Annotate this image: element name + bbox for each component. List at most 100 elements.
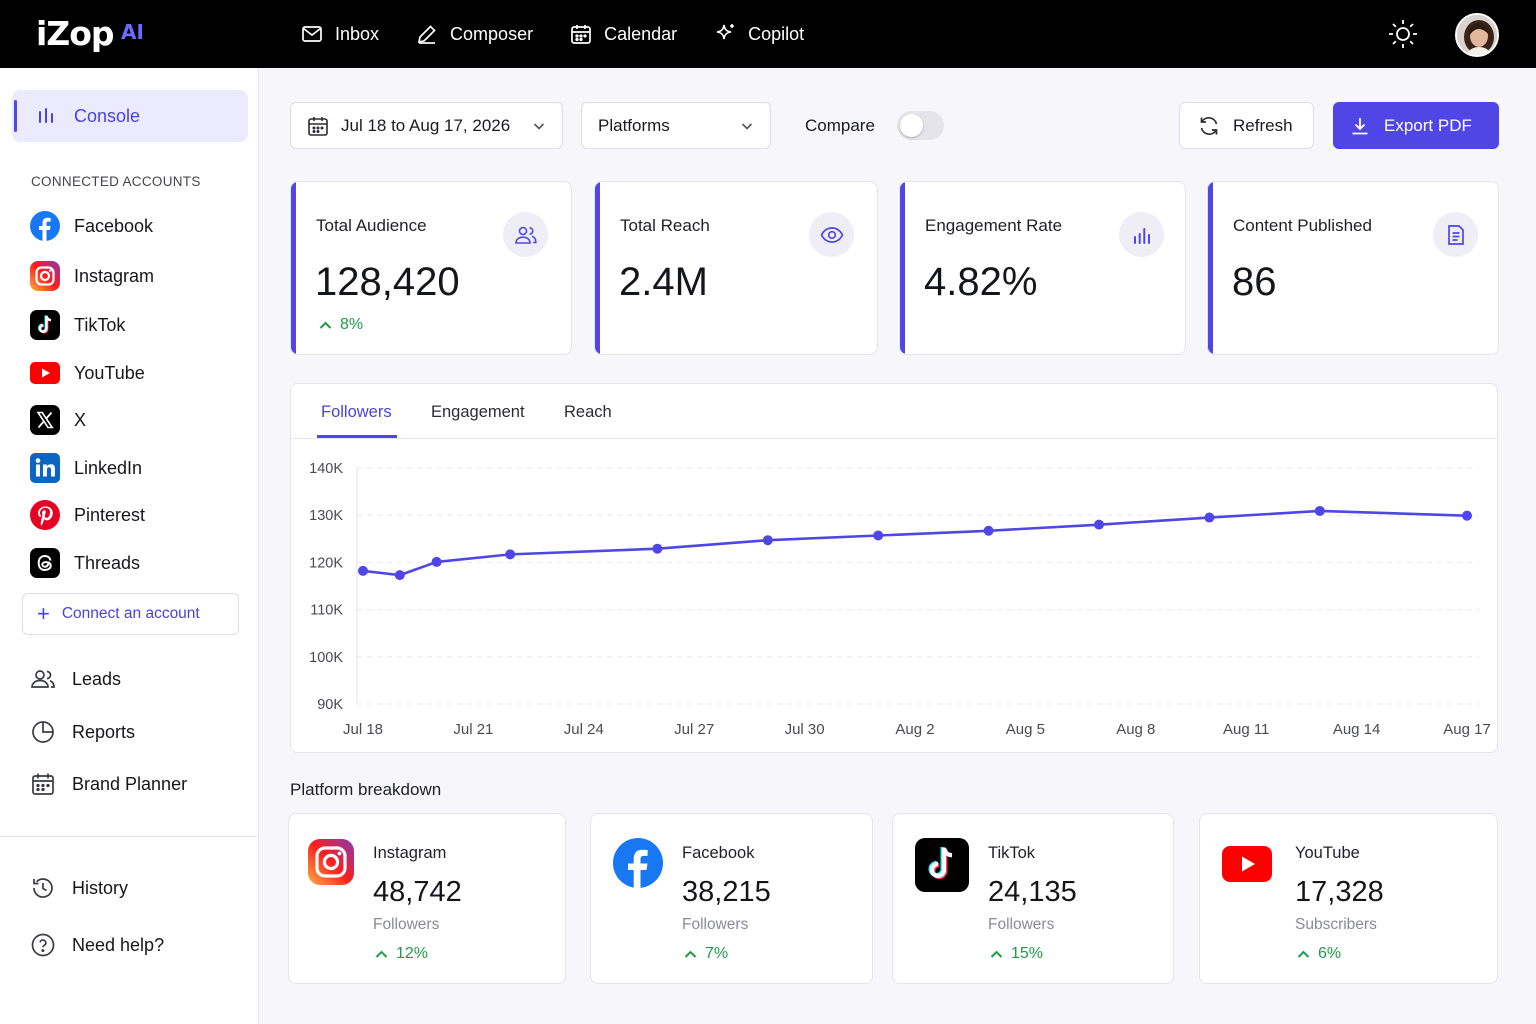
theme-toggle-sun-icon[interactable] (1386, 17, 1420, 51)
refresh-button[interactable]: Refresh (1179, 102, 1314, 149)
calendar-icon (571, 25, 591, 44)
platform-unit: Subscribers (1295, 916, 1377, 933)
account-youtube-label: YouTube (74, 362, 145, 383)
instagram-icon (308, 839, 354, 885)
account-tiktok-label: TikTok (74, 314, 126, 335)
compare-toggle[interactable] (897, 111, 944, 140)
platform-delta: 6% (1297, 945, 1341, 963)
platform-value: 48,742 (373, 876, 462, 908)
platform-unit: Followers (373, 916, 440, 933)
data-point (1204, 512, 1215, 523)
mail-icon (302, 26, 322, 42)
tiktok-icon (915, 838, 969, 892)
stat-delta: 8% (319, 316, 363, 334)
platform-unit: Followers (988, 916, 1055, 933)
pie-chart-icon (32, 721, 54, 743)
x-tick-label: Aug 17 (1443, 721, 1491, 738)
console-bars-icon (39, 108, 53, 123)
youtube-icon (30, 362, 60, 384)
sidebar-item-reports[interactable]: Reports (30, 719, 135, 745)
platform-card-instagram[interactable]: Instagram 48,742 Followers 12% (288, 813, 566, 984)
nav-calendar-label: Calendar (604, 23, 678, 44)
connect-account-button[interactable]: + Connect an account (22, 593, 239, 635)
youtube-icon (1222, 846, 1272, 882)
sidebar-item-brand-planner[interactable]: Brand Planner (30, 771, 187, 797)
stat-card-total-audience: Total Audience 128,420 8% (290, 181, 572, 355)
y-tick-label: 120K (309, 555, 343, 571)
sidebar-item-pinterest[interactable]: Pinterest (30, 500, 145, 530)
sidebar-item-help[interactable]: Need help? (30, 932, 164, 958)
tab-followers[interactable]: Followers (321, 403, 392, 421)
tab-engagement[interactable]: Engagement (431, 403, 525, 421)
sidebar-item-x[interactable]: X (30, 405, 86, 435)
sidebar-item-console[interactable]: Console (12, 90, 248, 142)
chevron-down-icon (533, 122, 545, 130)
y-tick-label: 110K (310, 603, 343, 619)
calendar-icon (308, 116, 328, 136)
nav-copilot[interactable]: Copilot (713, 22, 804, 46)
data-point (1094, 519, 1104, 530)
date-range-picker[interactable]: Jul 18 to Aug 17, 2026 (290, 102, 563, 149)
platform-delta: 15% (990, 945, 1043, 963)
platform-card-tiktok[interactable]: TikTok 24,135 Followers 15% (892, 813, 1174, 984)
platform-value: 17,328 (1295, 876, 1384, 908)
stat-value: 128,420 (315, 260, 460, 304)
x-tick-label: Jul 24 (564, 721, 604, 738)
stat-card-engagement-rate: Engagement Rate 4.82% (899, 181, 1186, 355)
chevron-up-icon (319, 321, 332, 329)
platform-name: Facebook (682, 844, 755, 862)
stat-value: 2.4M (619, 260, 708, 304)
console-label: Console (74, 105, 141, 126)
plus-icon: + (37, 601, 50, 626)
linkedin-icon (30, 453, 60, 483)
reports-label: Reports (72, 721, 136, 742)
sidebar-item-facebook[interactable]: Facebook (30, 211, 153, 241)
y-tick-label: 100K (309, 650, 343, 666)
user-avatar[interactable] (1455, 13, 1499, 57)
nav-copilot-label: Copilot (748, 23, 805, 44)
sidebar-item-youtube[interactable]: YouTube (30, 358, 145, 388)
app-logo-suffix: AI (121, 20, 144, 44)
date-range-value: Jul 18 to Aug 17, 2026 (341, 115, 511, 135)
brand-planner-label: Brand Planner (72, 773, 188, 794)
platforms-label: Platforms (598, 115, 670, 135)
leads-label: Leads (72, 668, 122, 689)
platforms-dropdown[interactable]: Platforms (581, 102, 771, 149)
sidebar-item-threads[interactable]: Threads (30, 548, 140, 578)
export-pdf-label: Export PDF (1384, 115, 1472, 135)
facebook-icon (613, 838, 663, 888)
platform-name: YouTube (1295, 844, 1360, 862)
account-x-label: X (74, 409, 87, 430)
platform-breakdown-title: Platform breakdown (290, 780, 442, 799)
sidebar-divider (0, 836, 259, 837)
sidebar-item-tiktok[interactable]: TikTok (30, 310, 125, 340)
x-tick-label: Aug 8 (1116, 721, 1155, 738)
top-nav: Inbox Composer Calendar Copilot (300, 0, 840, 68)
data-point (431, 556, 442, 567)
platform-name: TikTok (988, 844, 1036, 862)
data-point (1462, 510, 1472, 521)
stat-label: Engagement Rate (925, 216, 1063, 235)
account-linkedin-label: LinkedIn (74, 457, 143, 478)
sidebar-item-linkedin[interactable]: LinkedIn (30, 453, 142, 483)
history-label: History (72, 877, 129, 898)
sidebar-item-history[interactable]: History (30, 875, 128, 901)
platform-delta: 12% (375, 945, 428, 963)
data-point (1314, 505, 1325, 516)
sidebar-item-instagram[interactable]: Instagram (30, 261, 154, 291)
tab-reach[interactable]: Reach (564, 403, 612, 421)
stat-card-content-published: Content Published 86 (1207, 181, 1499, 355)
data-point (358, 565, 368, 576)
nav-calendar[interactable]: Calendar (569, 22, 677, 46)
sidebar-item-leads[interactable]: Leads (30, 667, 121, 691)
platform-card-youtube[interactable]: YouTube 17,328 Subscribers 6% (1199, 813, 1498, 984)
nav-inbox[interactable]: Inbox (300, 22, 379, 46)
series-line (362, 509, 1468, 577)
account-instagram-label: Instagram (74, 265, 155, 286)
data-point (505, 549, 516, 560)
app-logo[interactable]: iZop (36, 14, 115, 53)
sidebar: Console CONNECTED ACCOUNTS Facebook Inst… (0, 68, 259, 1024)
export-pdf-button[interactable]: Export PDF (1333, 102, 1499, 149)
nav-composer[interactable]: Composer (415, 22, 533, 46)
platform-card-facebook[interactable]: Facebook 38,215 Followers 7% (590, 813, 873, 984)
